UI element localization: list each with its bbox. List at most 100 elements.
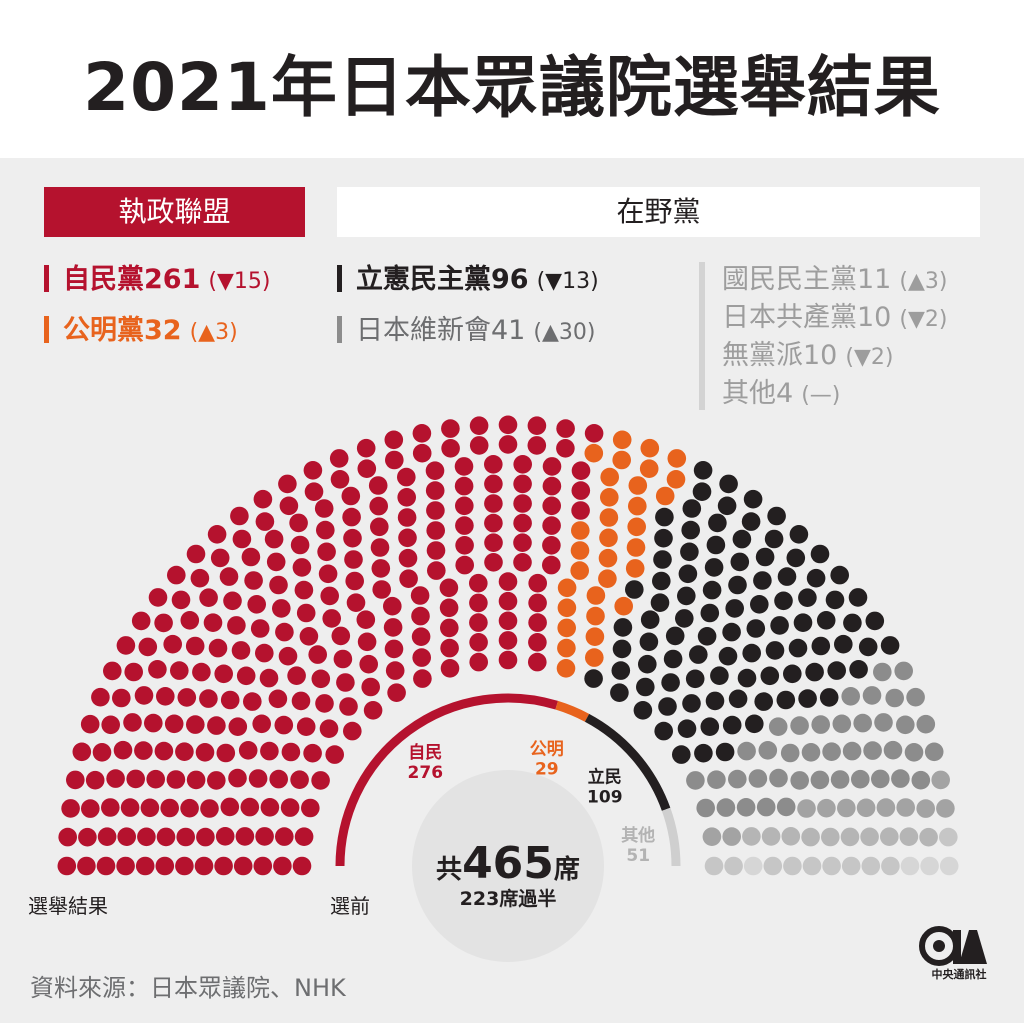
seat-dot	[639, 459, 659, 479]
seat-dot	[498, 611, 518, 631]
seat-dot	[148, 660, 167, 679]
seat-dot	[156, 687, 175, 706]
seat-dot	[385, 661, 405, 680]
seat-dot	[186, 770, 206, 790]
seat-dot	[798, 689, 817, 708]
seat-dot	[528, 573, 547, 593]
seat-dot	[484, 455, 503, 474]
seat-dot	[426, 521, 446, 540]
before-arc-segment	[584, 713, 671, 811]
seat-dot	[469, 573, 488, 593]
seat-dot	[652, 571, 671, 591]
seat-dot	[718, 646, 738, 666]
before-election-arc	[335, 693, 681, 867]
before-arc-label-value: 29	[535, 760, 559, 780]
seat-dot	[384, 430, 404, 450]
seat-dot	[628, 496, 647, 516]
seat-dot	[411, 606, 430, 626]
seat-dot	[441, 439, 460, 458]
seat-dot	[199, 588, 218, 607]
seat-dot	[255, 827, 274, 846]
seat-dot	[542, 496, 561, 516]
seat-dot	[273, 856, 292, 876]
seat-dot	[663, 649, 683, 669]
seat-dot	[498, 415, 518, 435]
seat-dot	[203, 613, 223, 632]
seat-dot	[484, 494, 503, 513]
seat-dot	[626, 538, 646, 557]
seat-dot	[80, 714, 100, 734]
seat-dot	[753, 571, 772, 590]
seat-dot	[849, 660, 868, 679]
seat-dot	[899, 827, 919, 846]
seat-dot	[280, 798, 300, 817]
seat-dot	[737, 668, 757, 688]
seat-dot	[398, 528, 417, 548]
seat-dot	[585, 648, 604, 667]
seat-dot	[207, 525, 227, 544]
seat-dot	[440, 638, 459, 658]
seat-dot	[584, 443, 604, 463]
seat-dot	[469, 416, 489, 436]
seat-dot	[144, 713, 163, 733]
before-arc-label-name: 立民	[588, 766, 622, 787]
seat-dot	[755, 547, 775, 567]
seat-dot	[754, 692, 773, 711]
seat-dot	[484, 533, 503, 552]
legend-jcp-name: 日本共產黨10	[722, 302, 892, 333]
seat-dot	[163, 634, 182, 654]
total-seats: 共465席	[436, 838, 580, 889]
seat-dot	[774, 591, 793, 611]
seat-dot	[789, 525, 809, 544]
seat-dot	[320, 586, 340, 606]
seat-dot	[66, 770, 85, 790]
seat-dot	[236, 666, 256, 686]
seat-dot	[700, 717, 720, 736]
seat-dot	[848, 588, 868, 607]
seat-dot	[722, 715, 742, 735]
seat-dot	[802, 856, 822, 876]
seat-dot	[112, 688, 131, 708]
seat-dot	[259, 668, 279, 688]
seat-dot	[344, 550, 363, 569]
seat-dot	[653, 550, 672, 569]
seat-dot	[725, 599, 744, 618]
seat-dot	[748, 769, 768, 788]
seat-dot	[289, 513, 308, 533]
seat-dot	[440, 659, 460, 678]
seat-dot	[383, 618, 403, 637]
seat-dot	[638, 654, 657, 674]
seat-dot	[810, 770, 830, 790]
seat-dot	[247, 595, 266, 614]
seat-dot	[666, 470, 686, 489]
seat-dot	[675, 609, 694, 628]
seat-dot	[557, 578, 577, 598]
seat-dot	[228, 768, 247, 788]
seat-dot	[397, 467, 416, 487]
legend-komeito-swatch	[44, 316, 49, 343]
seat-dot	[96, 856, 116, 876]
seat-dot	[233, 856, 253, 876]
seat-dot	[885, 688, 904, 708]
seat-dot	[329, 449, 349, 468]
seat-dot	[542, 536, 561, 555]
seat-dot	[880, 827, 899, 846]
seat-dot	[557, 618, 576, 638]
seat-dot	[694, 743, 713, 763]
seat-dot	[301, 798, 320, 818]
seat-dot	[628, 476, 648, 495]
seat-dot	[339, 697, 358, 716]
seat-dot	[841, 856, 861, 876]
seat-dot	[716, 798, 736, 817]
seat-dot	[811, 715, 830, 734]
seat-dot	[316, 520, 335, 540]
seat-dot	[469, 652, 489, 672]
seat-dot	[769, 768, 788, 788]
seat-dot	[513, 553, 532, 572]
seat-dot	[900, 856, 920, 876]
seat-dot	[742, 643, 761, 663]
seat-dot	[216, 743, 236, 763]
seat-dot	[454, 457, 474, 476]
seat-dot	[742, 827, 761, 846]
seat-dot	[702, 580, 722, 600]
